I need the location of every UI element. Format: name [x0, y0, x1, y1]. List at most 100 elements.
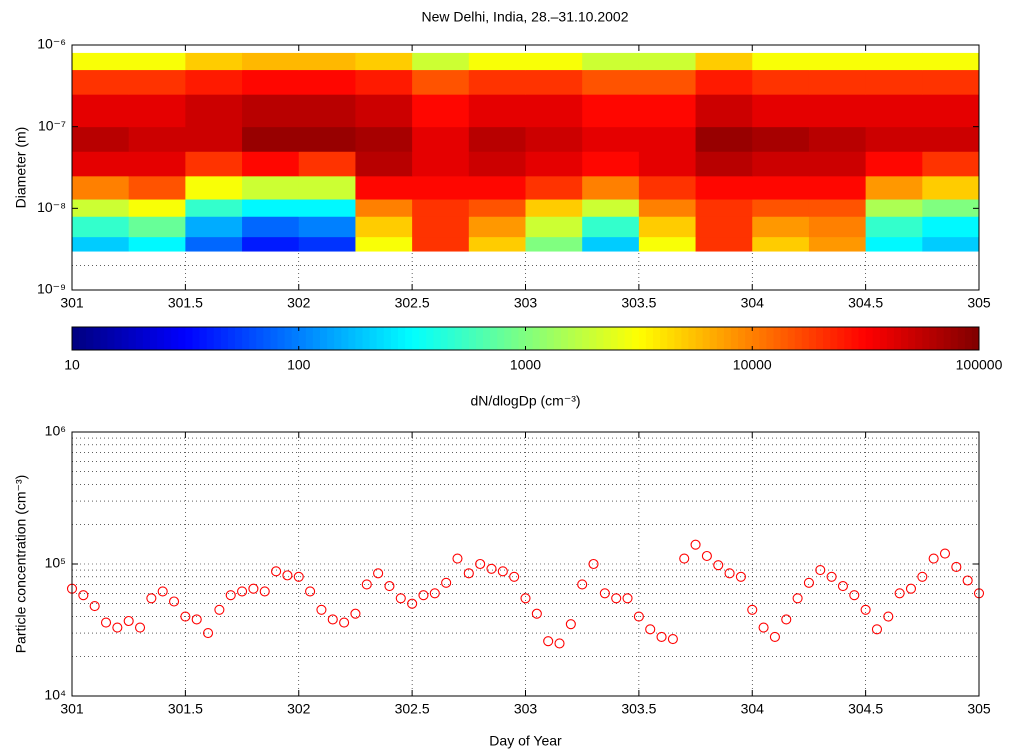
- colorbar-segment: [475, 327, 484, 350]
- colorbar-segment: [560, 327, 569, 350]
- heatmap-cell: [922, 94, 980, 128]
- colorbar-tick-label: 10: [64, 357, 80, 373]
- colorbar-segment: [107, 327, 116, 350]
- colorbar-segment: [327, 327, 335, 350]
- x-tick-label: 304.5: [848, 295, 883, 311]
- colorbar-segment: [320, 327, 328, 350]
- heatmap-cell: [242, 151, 300, 177]
- heatmap-cell: [695, 94, 753, 128]
- scatter-point: [758, 622, 769, 633]
- scatter-point: [225, 590, 236, 601]
- colorbar-segment: [865, 327, 874, 350]
- colorbar-segment: [263, 327, 271, 350]
- colorbar-segment: [801, 327, 810, 350]
- scatter-point: [350, 608, 361, 619]
- heatmap-cell: [865, 151, 923, 177]
- scatter-point: [384, 581, 395, 592]
- heatmap-cell: [412, 216, 470, 238]
- colorbar-segment: [723, 327, 732, 350]
- heatmap-cell: [72, 216, 130, 238]
- heatmap-cell: [468, 126, 526, 152]
- heatmap-cell: [355, 199, 413, 217]
- colorbar-segment: [419, 327, 427, 350]
- scatter-point: [701, 550, 712, 562]
- x-tick-label: 305: [967, 701, 991, 717]
- heatmap-cell: [468, 52, 526, 71]
- heatmap-cell: [72, 126, 130, 152]
- heatmap-cell: [525, 94, 583, 128]
- colorbar-segment: [256, 327, 264, 350]
- scatter-point: [951, 561, 962, 572]
- colorbar-segment: [660, 327, 668, 350]
- heatmap-cell: [128, 151, 186, 177]
- colorbar-segment: [624, 327, 633, 350]
- colorbar-segment: [497, 327, 505, 350]
- colorbar-segment: [199, 327, 208, 350]
- heatmap-cell: [355, 216, 413, 238]
- scatter-point: [441, 577, 452, 588]
- scatter-point: [894, 588, 905, 599]
- colorbar-segment: [922, 327, 930, 350]
- colorbar-segment: [397, 327, 406, 350]
- colorbar-segment: [93, 327, 101, 350]
- heatmap-cell: [695, 236, 753, 252]
- colorbar-segment: [702, 327, 711, 350]
- colorbar-segment: [185, 327, 193, 350]
- scatter-point: [883, 611, 894, 622]
- heatmap-cell: [922, 216, 980, 238]
- scatter-point: [577, 579, 588, 590]
- colorbar-segment: [915, 327, 923, 350]
- colorbar-segment: [164, 327, 172, 350]
- scatter-point: [588, 558, 599, 570]
- colorbar-segment: [709, 327, 718, 350]
- heatmap-cell: [638, 126, 697, 152]
- heatmap-cell: [412, 236, 470, 252]
- heatmap-cell: [525, 151, 583, 177]
- heatmap-cell: [808, 126, 867, 152]
- heatmap-cell: [412, 69, 470, 95]
- x-tick-label: 304.5: [848, 701, 883, 717]
- colorbar-segment: [596, 327, 604, 350]
- colorbar-segment: [971, 327, 980, 350]
- heatmap-cell: [808, 151, 867, 177]
- scatter-point: [667, 634, 678, 645]
- colorbar-segment: [816, 327, 824, 350]
- colorbar-segment: [879, 327, 888, 350]
- heatmap-cell: [298, 126, 356, 152]
- colorbar-segment: [72, 327, 80, 350]
- scatter-point: [395, 593, 406, 604]
- scatter-point: [792, 593, 803, 604]
- heatmap-cell: [582, 175, 640, 200]
- heatmap-cell: [355, 151, 413, 177]
- x-tick-label: 302: [287, 701, 311, 717]
- colorbar-segment: [405, 327, 413, 350]
- colorbar-segment: [653, 327, 661, 350]
- heatmap-cell: [752, 216, 810, 238]
- colorbar-segment: [617, 327, 626, 350]
- scatter-point: [497, 566, 508, 577]
- colorbar-segment: [830, 327, 838, 350]
- colorbar-segment: [79, 327, 87, 350]
- scatter-point: [860, 604, 871, 615]
- heatmap-cell: [808, 69, 867, 95]
- scatter-point: [112, 622, 123, 633]
- colorbar-segment: [893, 327, 902, 350]
- x-tick-label: 303: [514, 295, 538, 311]
- x-tick-label: 303: [514, 701, 538, 717]
- colorbar-segment: [589, 327, 597, 350]
- scatter-point: [78, 590, 89, 601]
- x-tick-label: 304: [741, 701, 765, 717]
- heatmap-cell: [752, 52, 810, 71]
- colorbar-segment: [482, 327, 491, 350]
- heatmap-cell: [355, 126, 413, 152]
- scatter-point: [531, 608, 542, 619]
- colorbar-segment: [461, 327, 470, 350]
- colorbar-segment: [135, 327, 144, 350]
- heatmap-cell: [128, 52, 186, 71]
- colorbar-segment: [730, 327, 739, 350]
- heatmap-cell: [468, 175, 526, 200]
- scatter-point: [168, 596, 180, 607]
- x-tick-label: 301.5: [168, 701, 203, 717]
- scatter-point: [611, 593, 622, 604]
- heatmap-cell: [695, 52, 753, 71]
